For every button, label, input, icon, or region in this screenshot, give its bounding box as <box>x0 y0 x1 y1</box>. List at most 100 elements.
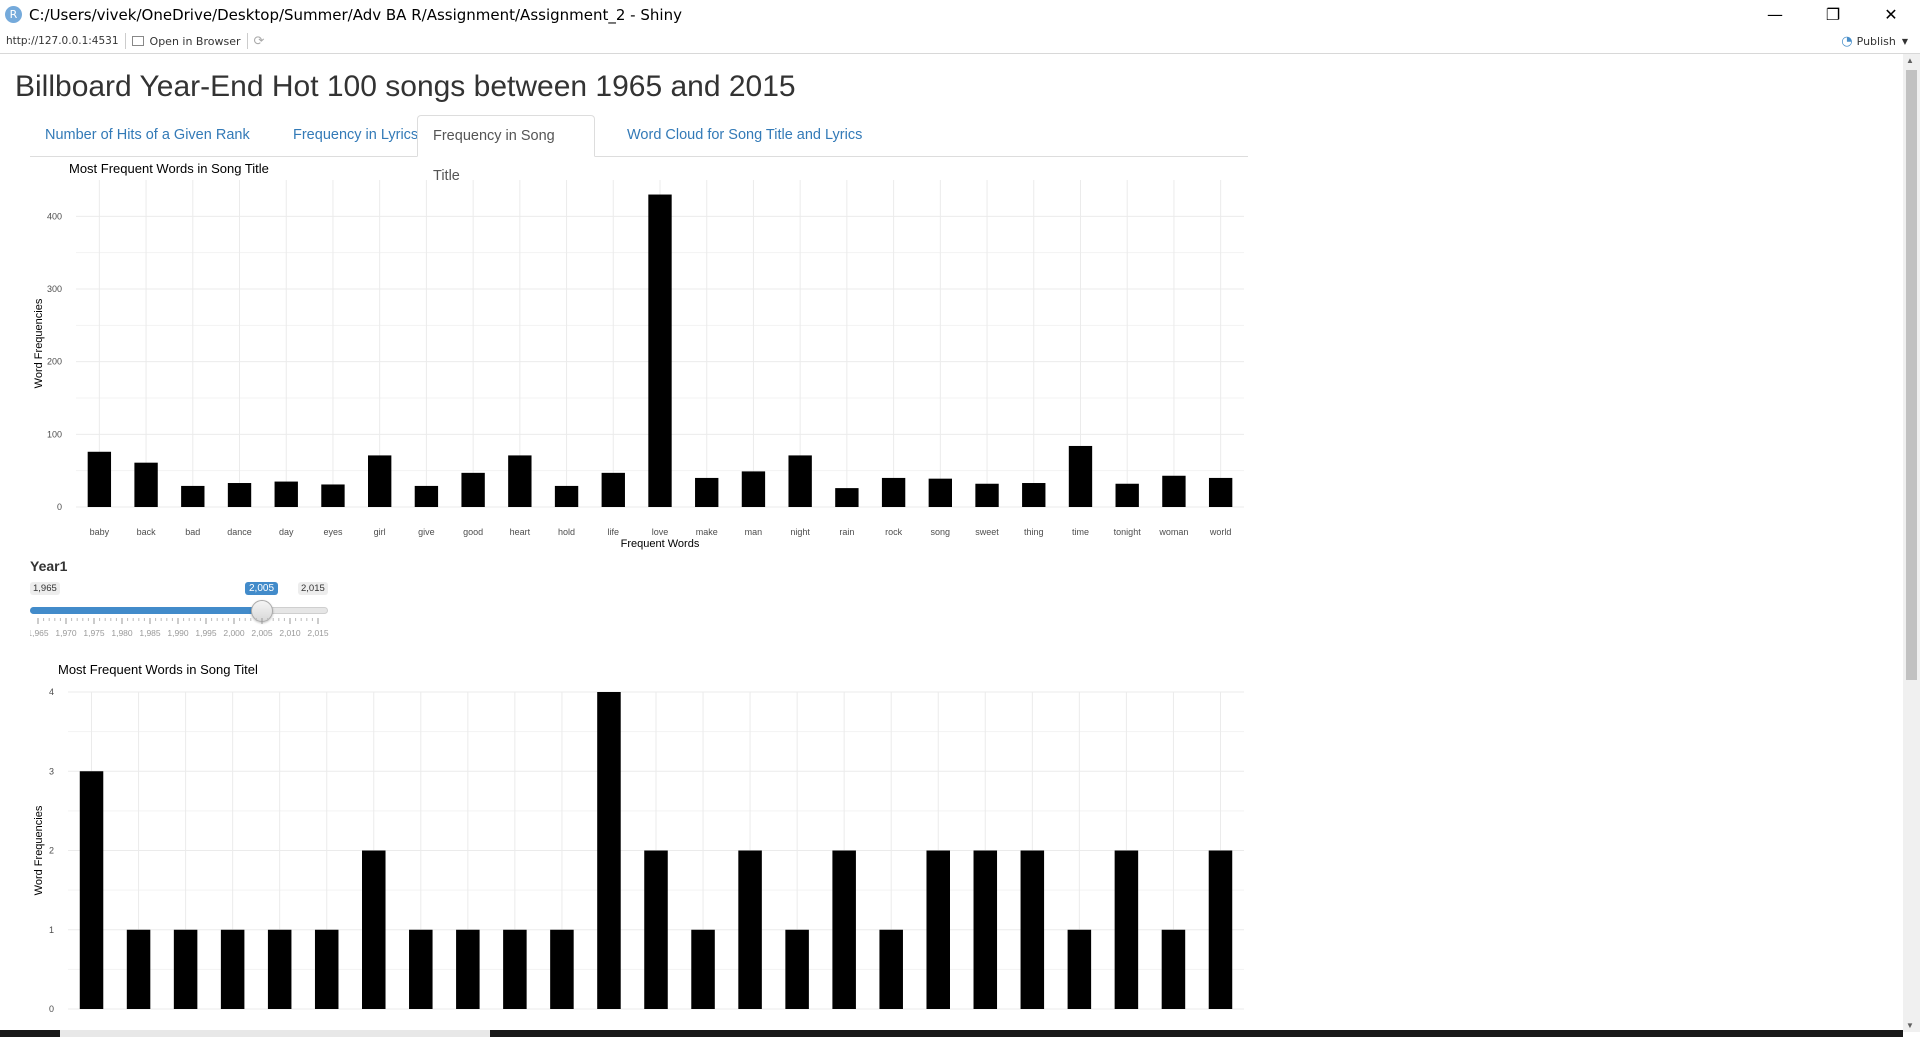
x-tick-label: good <box>463 527 483 537</box>
bar <box>741 471 766 507</box>
bar <box>597 692 621 1009</box>
y-tick-label: 2 <box>49 846 54 856</box>
bar <box>832 850 856 1009</box>
bar <box>1208 850 1233 1009</box>
y-tick-label: 100 <box>47 429 62 439</box>
url-label: http://127.0.0.1:4531 <box>6 35 119 47</box>
bar <box>695 477 719 507</box>
restore-button[interactable]: ❐ <box>1825 5 1841 24</box>
x-tick-label: make <box>696 527 718 537</box>
bar <box>503 929 527 1009</box>
toolbar-divider <box>246 33 248 49</box>
slider-fill <box>30 607 262 614</box>
x-tick-label: hold <box>558 527 575 537</box>
bar <box>926 850 950 1009</box>
scroll-down-icon[interactable]: ▼ <box>1906 1021 1914 1030</box>
bar <box>1161 929 1186 1009</box>
tab-frequency-lyrics[interactable]: Frequency in Lyrics <box>293 127 419 143</box>
slider-tick-label: 1,980 <box>111 628 133 638</box>
x-tick-label: rain <box>839 527 854 537</box>
slider-tick-label: 1,970 <box>55 628 77 638</box>
bar <box>1068 445 1093 507</box>
publish-label: Publish <box>1856 34 1896 48</box>
bar <box>134 462 158 507</box>
bar <box>267 929 292 1009</box>
y-tick-label: 4 <box>49 687 54 697</box>
toolbar-divider <box>124 33 126 49</box>
bar <box>79 771 104 1009</box>
bar <box>87 451 112 507</box>
bar <box>508 455 532 507</box>
x-tick-label: life <box>608 527 620 537</box>
horizontal-scroll-thumb[interactable] <box>60 1030 490 1037</box>
y-tick-label: 0 <box>49 1004 54 1014</box>
x-tick-label: heart <box>510 527 531 537</box>
bar <box>173 929 198 1009</box>
bar <box>220 929 245 1009</box>
x-tick-label: song <box>931 527 951 537</box>
tab-word-cloud[interactable]: Word Cloud for Song Title and Lyrics <box>627 127 863 143</box>
y-tick-label: 200 <box>47 357 62 367</box>
slider-tick-label: 1,985 <box>139 628 161 638</box>
x-tick-label: give <box>418 527 435 537</box>
caret-down-icon: ▼ <box>1901 36 1908 46</box>
bar <box>456 929 480 1009</box>
bar <box>409 929 433 1009</box>
publish-button[interactable]: ◔ Publish ▼ <box>1841 29 1908 53</box>
chart2-title: Most Frequent Words in Song Titel <box>58 662 258 677</box>
bar <box>835 488 859 507</box>
x-tick-label: man <box>745 527 763 537</box>
x-tick-label: night <box>790 527 810 537</box>
x-tick-label: back <box>137 527 157 537</box>
close-button[interactable]: ✕ <box>1884 5 1898 24</box>
open-in-browser-label: Open in Browser <box>149 34 241 48</box>
window-titlebar: R C:/Users/vivek/OneDrive/Desktop/Summer… <box>0 0 1920 29</box>
y-tick-label: 1 <box>49 925 54 935</box>
x-tick-label: baby <box>90 527 110 537</box>
bar <box>691 929 715 1009</box>
bar <box>274 481 298 507</box>
chart1-title: Most Frequent Words in Song Title <box>69 161 269 176</box>
slider-value-label: 2,005 <box>245 582 279 595</box>
y-tick-label: 300 <box>47 284 62 294</box>
window-controls: — ❐ ✕ <box>1746 0 1920 29</box>
scroll-up-icon[interactable]: ▲ <box>1906 56 1914 65</box>
tab-hits-of-rank[interactable]: Number of Hits of a Given Rank <box>45 127 250 143</box>
bar <box>928 478 952 507</box>
bar <box>785 929 809 1009</box>
tab-frequency-song-title[interactable]: Frequency in Song Title <box>417 115 595 184</box>
bar <box>1114 850 1139 1009</box>
y-axis-label: Word Frequencies <box>33 298 45 388</box>
open-in-browser-button[interactable]: Open in Browser <box>131 34 241 48</box>
scroll-thumb[interactable] <box>1906 70 1917 680</box>
x-tick-label: dance <box>227 527 252 537</box>
horizontal-scrollbar[interactable] <box>0 1030 1903 1037</box>
bar <box>644 850 668 1009</box>
slider-tick-label: 1,990 <box>167 628 189 638</box>
x-tick-label: thing <box>1024 527 1044 537</box>
x-tick-label: girl <box>374 527 386 537</box>
x-tick-label: tonight <box>1114 527 1142 537</box>
slider-tick-label: 1,995 <box>195 628 217 638</box>
bar <box>414 485 439 507</box>
bar <box>554 485 579 507</box>
viewer-toolbar: http://127.0.0.1:4531 Open in Browser ⟳ … <box>0 29 1920 54</box>
x-tick-label: love <box>652 527 669 537</box>
window-title: C:/Users/vivek/OneDrive/Desktop/Summer/A… <box>29 5 682 24</box>
chart2-plot: 0 1 2 3 4 Word Frequencies <box>33 687 1244 1014</box>
vertical-scrollbar[interactable]: ▲ ▼ <box>1903 54 1920 1032</box>
bar <box>879 929 903 1009</box>
chart1-plot: 0 100 200 300 400 baby back bad dance day eyes girl… <box>33 180 1244 550</box>
x-tick-label: time <box>1072 527 1089 537</box>
refresh-icon[interactable]: ⟳ <box>253 33 265 49</box>
window-icon <box>131 36 144 46</box>
slider-tick-label: 2,005 <box>251 628 273 638</box>
bar <box>881 477 906 507</box>
slider-label: Year1 <box>30 558 68 574</box>
bar <box>975 483 999 507</box>
minimize-button[interactable]: — <box>1767 5 1783 24</box>
slider-tick-label: 1,975 <box>83 628 105 638</box>
bar <box>601 472 625 507</box>
bar <box>362 850 386 1009</box>
slider-min-label: 1,965 <box>30 582 60 595</box>
